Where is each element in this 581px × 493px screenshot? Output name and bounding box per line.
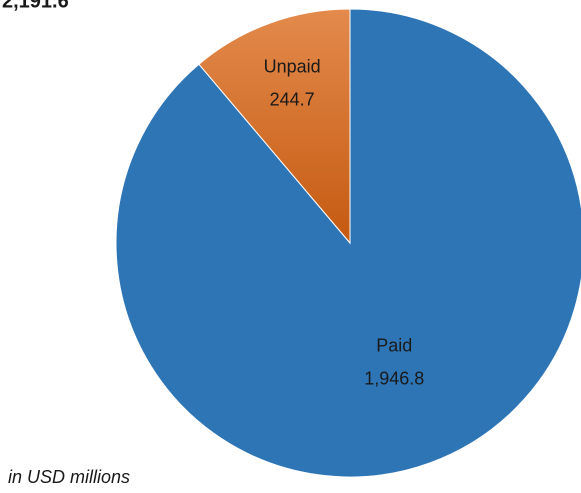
slice-label: Unpaid bbox=[264, 57, 321, 77]
pie-slice bbox=[115, 8, 581, 478]
slice-label: Paid bbox=[376, 336, 412, 356]
value-label: 244.7 bbox=[270, 90, 315, 110]
chart-title: 2,191.6 bbox=[2, 0, 69, 12]
value-label: 1,946.8 bbox=[364, 369, 424, 389]
footnote: in USD millions bbox=[8, 467, 130, 487]
pie-slice bbox=[198, 8, 351, 245]
